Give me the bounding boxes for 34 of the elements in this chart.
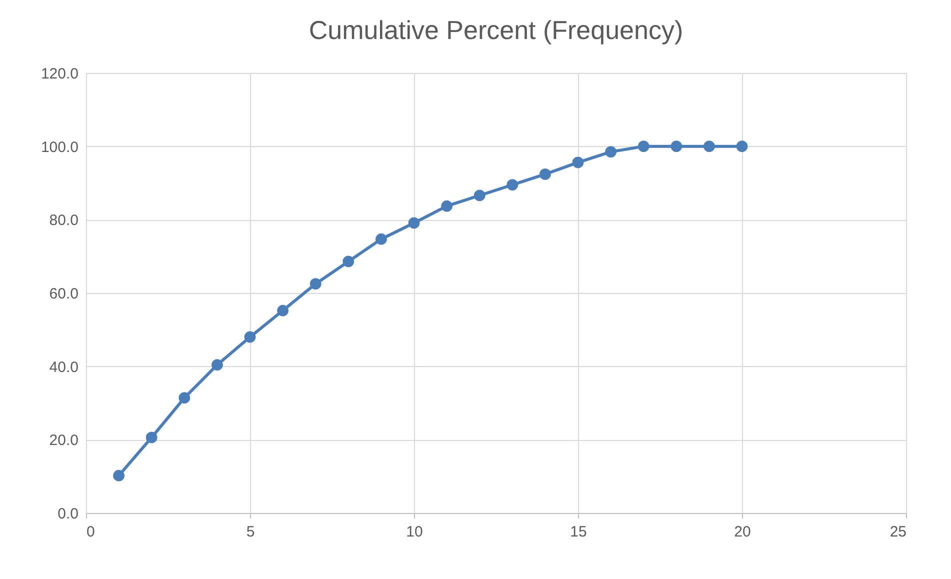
point — [605, 146, 616, 158]
x-tick-label: 15 — [570, 524, 587, 540]
point — [212, 359, 223, 371]
x-tick-label: 0 — [86, 524, 95, 540]
point — [342, 256, 354, 268]
point — [540, 168, 551, 180]
y-tick-label: 120.0 — [40, 66, 78, 82]
y-tick-label: 80.0 — [49, 212, 78, 230]
point — [244, 331, 256, 343]
point — [178, 392, 190, 404]
point — [146, 432, 158, 444]
y-tick-label: 100.0 — [40, 138, 78, 156]
y-tick-label: 40.0 — [49, 358, 78, 376]
x-tick-label: 10 — [406, 524, 423, 540]
point — [310, 278, 322, 290]
x-tick-label: 25 — [890, 524, 906, 540]
point — [572, 156, 584, 168]
point — [408, 217, 420, 229]
point — [638, 140, 650, 152]
chart-title: Cumulative Percent (Frequency) — [308, 15, 684, 45]
point — [376, 233, 387, 245]
point — [474, 190, 486, 202]
point — [670, 140, 682, 152]
point — [441, 200, 452, 212]
point — [277, 304, 288, 316]
point — [736, 140, 748, 152]
y-tick-label: 60.0 — [49, 286, 78, 302]
point — [506, 179, 518, 191]
x-tick-label: 5 — [246, 524, 255, 540]
x-tick-label: 20 — [734, 524, 751, 540]
point — [704, 140, 715, 152]
y-tick-label: 0.0 — [58, 506, 78, 522]
point — [113, 470, 124, 482]
y-tick-label: 20.0 — [49, 432, 78, 450]
